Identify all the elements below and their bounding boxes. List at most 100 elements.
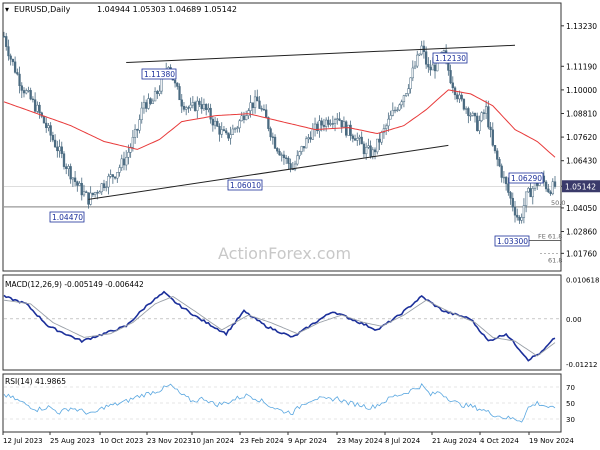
candle-body [404,93,408,97]
candle-body [71,177,75,180]
candle-body [293,163,297,170]
candle-body [9,55,12,60]
candle-body [480,112,483,121]
candle-body [378,138,381,143]
candle-body [369,145,372,157]
x-tick-label: 12 Jul 2023 [3,437,43,445]
candle-body [449,70,452,84]
x-axis: 12 Jul 2023 25 Aug 2023 10 Oct 2023 23 Nov … [2,432,574,445]
candle-body [211,118,214,126]
candle-body [173,79,177,84]
candle-body [467,108,470,116]
candle-body [93,192,97,195]
candle-body [131,137,135,148]
candle-body [96,192,99,194]
rsi-title: RSI(14) 41.9865 [5,377,66,386]
candle-body [429,66,432,71]
candle-body [262,108,266,111]
candle-body [258,100,261,109]
candle-body [36,104,39,112]
candle-body [78,182,81,186]
candle-body [296,155,299,165]
candle-body [122,158,126,166]
candle-body [180,99,183,107]
candle-body [202,104,206,110]
candle-body [113,176,117,179]
x-tick-label: 23 Nov 2023 [147,437,192,445]
candle-body [49,125,52,136]
candle-body [298,151,301,157]
rsi-line [3,382,556,423]
candle-body [509,192,512,199]
candle-body [51,135,55,141]
candle-body [193,102,197,111]
candle-body [196,100,199,111]
candle-body [69,166,72,180]
candle-body [351,135,354,139]
candle-body [433,64,437,72]
candle-body [356,137,359,141]
macd-line [3,290,556,362]
candle-body [529,188,532,198]
candle-body [307,137,310,140]
candle-body [338,118,341,121]
candle-body [487,106,490,128]
candle-body [100,183,103,193]
candle-body [205,104,208,110]
candle-body [347,124,350,136]
candle-body [520,217,523,221]
candle-body [287,157,290,164]
candle-body [42,116,46,124]
candle-body [353,138,357,141]
candle-body [225,130,228,134]
candle-body [38,104,41,114]
candle-body [471,112,474,116]
candle-body [238,120,241,129]
candle-body [491,129,494,146]
candle-body [62,153,66,167]
price-tick-label: 1.02860 [566,228,597,237]
sma-line [3,89,556,158]
candle-body [220,129,223,135]
candle-body [73,177,77,182]
candle-body [380,132,383,143]
x-tick-label: 21 Aug 2024 [432,437,477,445]
candle-body [102,183,106,189]
candle-body [396,109,399,111]
candle-body [476,115,479,131]
fib-50-label: 50.0 [551,199,565,207]
candle-body [256,96,259,102]
candle-body [391,110,394,116]
level-label: 1.04470 [52,213,83,222]
x-tick-label: 8 Jul 2024 [385,437,421,445]
candle-body [531,188,534,198]
candle-body [87,192,90,205]
candle-body [313,123,317,130]
candle-body [331,123,334,125]
candle-body [416,54,419,67]
candle-body [253,96,257,108]
candle-body [198,100,201,105]
price-tick-label: 1.08810 [566,109,597,118]
candle-body [373,149,377,153]
candle-body [251,102,254,108]
candle-body [460,94,463,100]
candle-body [20,85,23,91]
candle-body [300,146,303,152]
level-label: 1.06290 [511,174,542,183]
candle-body [191,102,195,106]
candle-body [362,143,366,155]
fe-618-label: FE 61.8 [538,233,562,241]
rsi-tick-label: 50 [566,400,575,408]
candle-body [145,102,148,109]
level-label: 1.03300 [497,237,528,246]
trendline [88,144,449,200]
candle-body [56,146,59,152]
candle-body [85,191,88,193]
candle-body [227,132,230,139]
candle-body [236,127,239,129]
candle-body [402,95,406,103]
candle-body [216,120,219,127]
ohlc-readout: 1.04944 1.05303 1.04689 1.05142 [97,5,237,14]
candle-body [318,120,321,132]
